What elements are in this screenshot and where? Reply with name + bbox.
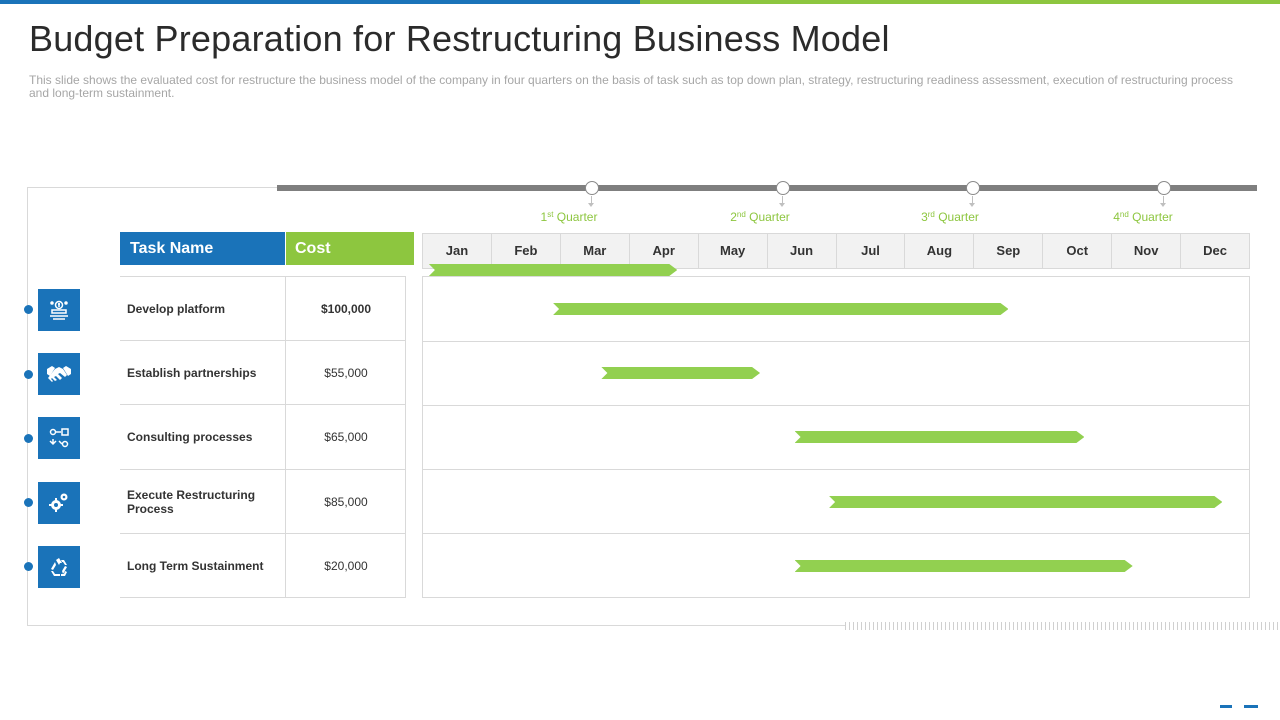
table-column-divider [285, 276, 286, 598]
task-name: Consulting processes [127, 430, 253, 444]
task-cost: $100,000 [320, 302, 372, 316]
gantt-row-divider [423, 533, 1249, 534]
task-name-header: Task Name [120, 232, 285, 265]
month-aug: Aug [905, 234, 975, 268]
row-dot-1 [24, 305, 33, 314]
frame-left-border [27, 187, 28, 626]
gantt-grid [422, 276, 1250, 598]
month-dec: Dec [1203, 243, 1228, 258]
quarter-label-1: 1st Quarter [540, 210, 598, 224]
quarter-marker-1 [585, 181, 599, 195]
month-sep: Sep [974, 234, 1044, 268]
page-subtitle: This slide shows the evaluated cost for … [29, 73, 1233, 100]
quarter-arrow-3 [969, 203, 975, 207]
cost-header: Cost [286, 232, 414, 265]
quarter-stem-4 [1163, 196, 1164, 204]
gantt-row-divider [423, 405, 1249, 406]
quarter-arrow-2 [779, 203, 785, 207]
month-may: May [699, 234, 768, 268]
quarter-marker-2 [776, 181, 790, 195]
recycle-icon [38, 546, 80, 588]
month-header: Jan Feb Mar Apr May Jun Jul Aug Sep Oct … [422, 233, 1250, 269]
frame-tick-marks [845, 622, 1280, 630]
gantt-bar-consulting-processes [795, 431, 1085, 443]
task-cost: $65,000 [324, 430, 368, 444]
quarter-stem-2 [782, 196, 783, 204]
frame-bottom-border [27, 625, 845, 626]
table-row: Execute Restructuring Process $85,000 [120, 469, 406, 533]
task-name: Execute Restructuring Process [127, 488, 256, 516]
page-title: Budget Preparation for Restructuring Bus… [29, 18, 890, 59]
quarter-label-2: 2nd Quarter [730, 210, 790, 224]
gears-icon [38, 482, 80, 524]
table-row: Long Term Sustainment $20,000 [120, 533, 406, 597]
handshake-icon [38, 353, 80, 395]
month-jul: Jul [837, 234, 906, 268]
task-cost: $85,000 [324, 495, 368, 509]
quarter-stem-1 [591, 196, 592, 204]
table-row: Consulting processes $65,000 [120, 404, 406, 468]
row-dot-3 [24, 434, 33, 443]
row-dot-5 [24, 562, 33, 571]
task-cost: $55,000 [324, 366, 368, 380]
gantt-bar-long-term-sustainment [795, 560, 1133, 572]
month-apr: Apr [630, 234, 699, 268]
platform-icon [38, 289, 80, 331]
top-accent-blue [0, 0, 640, 4]
month-oct: Oct [1043, 234, 1113, 268]
task-name: Long Term Sustainment [127, 559, 264, 573]
table-row: Establish partnerships $55,000 [120, 340, 406, 404]
gantt-bar-develop-platform [553, 303, 1008, 315]
quarter-stem-3 [972, 196, 973, 204]
task-table: Develop platform $100,000 Establish part… [120, 276, 406, 598]
task-name: Establish partnerships [127, 366, 257, 380]
month-nov: Nov [1112, 234, 1182, 268]
gantt-bar-execute-restructuring [829, 496, 1222, 508]
gantt-header-bar [429, 264, 677, 276]
month-jan: Jan [423, 234, 492, 268]
month-mar: Mar [561, 234, 630, 268]
quarter-marker-3 [966, 181, 980, 195]
quarter-marker-4 [1157, 181, 1171, 195]
frame-top-border [27, 187, 277, 188]
month-feb: Feb [492, 234, 561, 268]
row-dot-2 [24, 370, 33, 379]
table-row: Develop platform $100,000 [120, 276, 406, 340]
task-name: Develop platform [127, 302, 226, 316]
gantt-row-divider [423, 469, 1249, 470]
quarter-arrow-4 [1160, 203, 1166, 207]
quarter-label-4: 4nd Quarter [1113, 210, 1173, 224]
row-dot-4 [24, 498, 33, 507]
top-accent-green [640, 0, 1280, 4]
corner-mark-2 [1244, 705, 1258, 708]
quarter-arrow-1 [588, 203, 594, 207]
task-cost: $20,000 [324, 559, 368, 573]
gantt-row-divider [423, 341, 1249, 342]
quarter-label-3: 3rd Quarter [921, 210, 979, 224]
process-icon [38, 417, 80, 459]
corner-mark-1 [1220, 705, 1232, 708]
gantt-bar-establish-partnerships [601, 367, 760, 379]
month-jun: Jun [768, 234, 837, 268]
quarter-timeline [277, 185, 1257, 191]
